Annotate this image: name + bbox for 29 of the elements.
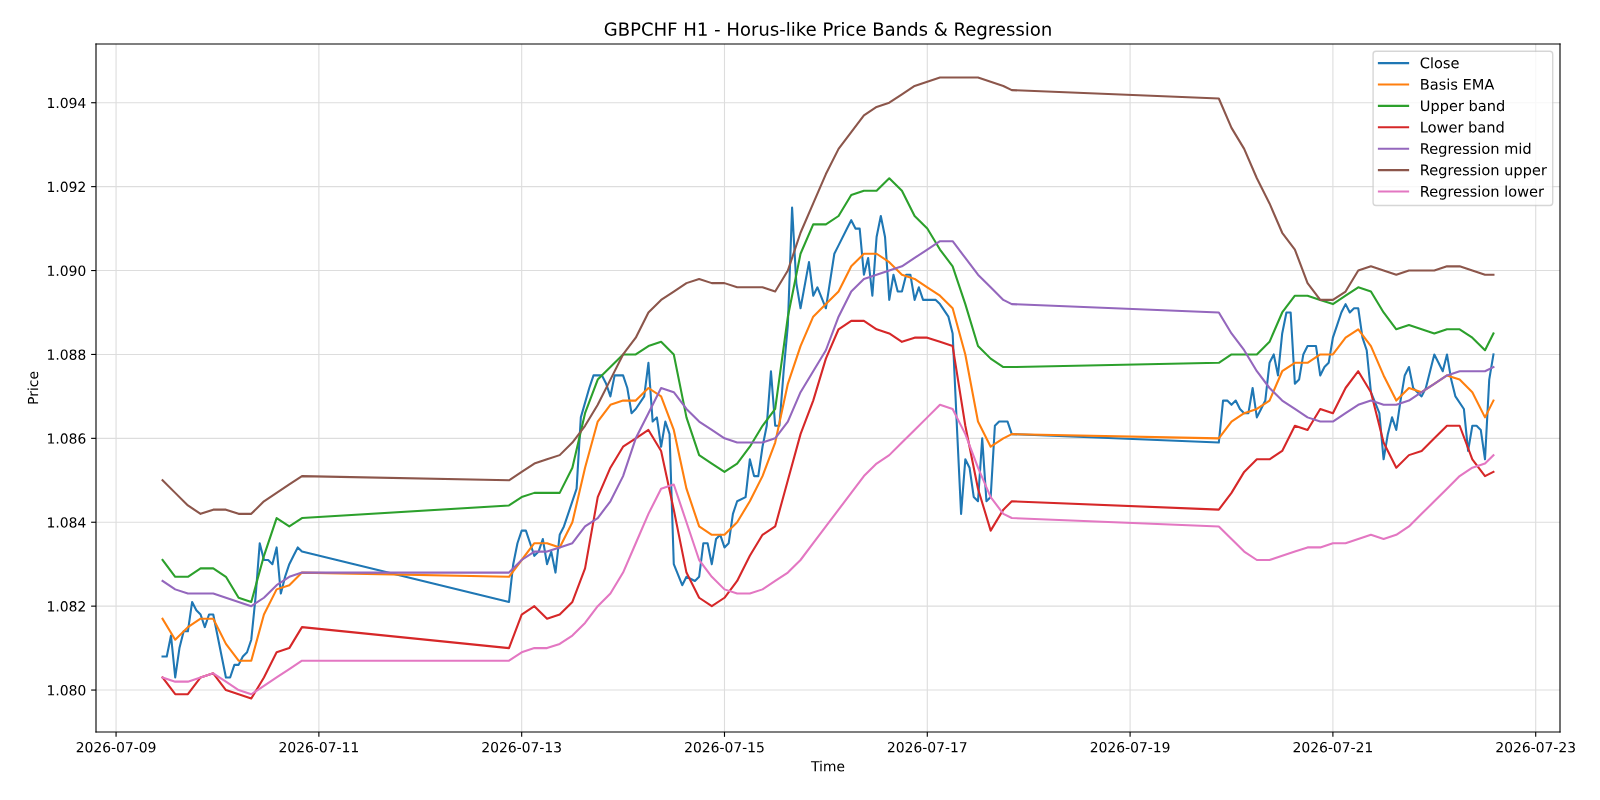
x-tick-label: 2026-07-15 [685,741,764,753]
legend-label: Close [1420,57,1459,69]
y-tick-label: 1.092 [48,181,85,193]
legend-label: Upper band [1421,99,1504,115]
x-tick-label: 2026-07-23 [1496,741,1575,753]
legend-label: Lower band [1421,121,1504,133]
line-series [161,240,1495,608]
x-tick-label: 2026-07-09 [76,741,156,753]
legend-label: Regression upper [1421,164,1547,179]
x-tick-label: 2026-07-11 [279,741,358,753]
legend-label: Regression lower [1421,185,1545,200]
line-series [161,403,1495,696]
line-series [161,319,1495,700]
y-tick-label: 1.086 [48,433,86,444]
chart-title: GBPCHF H1 - Horus-like Price Bands & Regression [604,21,1051,40]
x-tick-label: 2026-07-21 [1293,741,1372,753]
y-tick-label: 1.094 [48,97,86,109]
x-axis-title: Time [810,760,845,772]
legend-label: Regression mid [1421,142,1531,157]
y-tick-label: 1.088 [48,349,86,360]
x-tick-label: 2026-07-17 [887,741,967,753]
y-tick-label: 1.080 [48,685,86,696]
y-axis-title: Price [27,371,39,404]
y-tick-label: 1.090 [48,265,86,277]
x-tick-label: 2026-07-19 [1090,741,1170,753]
legend-label: Basis EMA [1421,78,1495,90]
y-tick-label: 1.082 [48,601,85,612]
x-tick-label: 2026-07-13 [482,741,561,753]
y-tick-label: 1.084 [48,517,86,528]
